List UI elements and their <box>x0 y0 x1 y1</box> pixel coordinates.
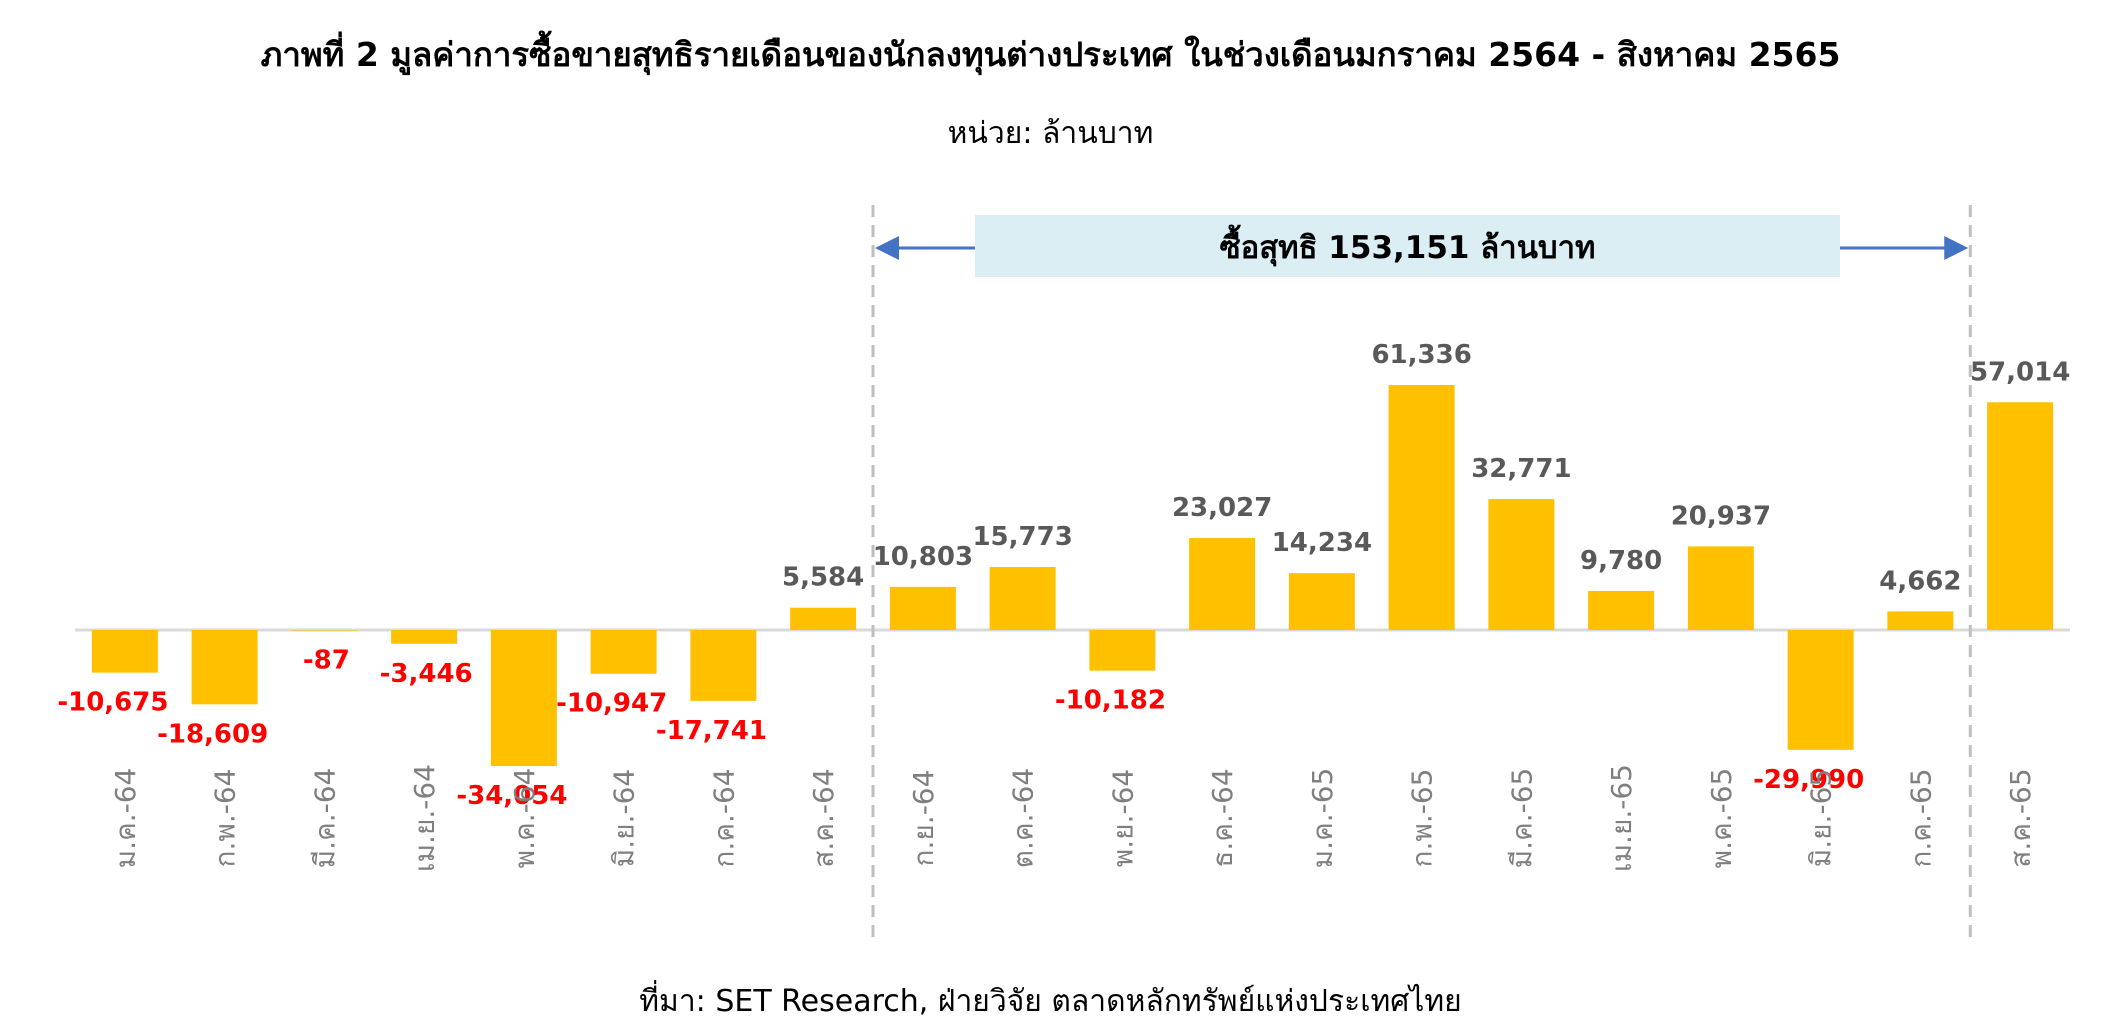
data-label-13: 61,336 <box>1371 340 1471 370</box>
x-tick-label-16: พ.ค.-65 <box>1705 768 1738 869</box>
arrow-head-right <box>1944 236 1969 260</box>
data-label-9: 15,773 <box>972 522 1072 552</box>
x-tick-label-8: ก.ย.-64 <box>907 770 940 867</box>
data-label-3: -3,446 <box>380 659 473 689</box>
data-label-17: -29,990 <box>1753 765 1864 795</box>
data-label-18: 4,662 <box>1879 566 1961 596</box>
chart-unit-subtitle: หน่วย: ล้านบาท <box>947 116 1154 151</box>
data-label-1: -18,609 <box>157 719 268 749</box>
bar-12 <box>1288 573 1355 630</box>
data-label-6: -17,741 <box>656 716 767 746</box>
bar-16 <box>1687 546 1754 630</box>
bar-10 <box>1089 630 1156 671</box>
data-label-0: -10,675 <box>57 688 168 718</box>
data-label-7: 5,584 <box>782 563 864 593</box>
annotation-text: ซื้อสุทธิ 153,151 ล้านบาท <box>1220 224 1596 267</box>
x-tick-label-12: ม.ค.-65 <box>1306 768 1339 869</box>
x-tick-label-4: พ.ค.-64 <box>508 768 541 869</box>
chart-title: ภาพที่ 2 มูลค่าการซื้อขายสุทธิรายเดือนขอ… <box>260 35 1841 74</box>
data-label-10: -10,182 <box>1055 686 1166 716</box>
data-label-5: -10,947 <box>556 689 667 719</box>
bar-6 <box>690 630 757 701</box>
bar-15 <box>1588 590 1655 630</box>
bar-13 <box>1388 385 1455 630</box>
bar-1 <box>191 630 258 705</box>
data-label-15: 9,780 <box>1580 546 1662 576</box>
data-label-12: 14,234 <box>1272 528 1372 558</box>
annotation-banner <box>975 215 1840 277</box>
bar-2 <box>291 630 358 631</box>
x-tick-label-15: เม.ย.-65 <box>1605 764 1638 872</box>
data-label-8: 10,803 <box>873 542 973 572</box>
x-tick-label-14: มี.ค.-65 <box>1505 768 1538 869</box>
data-label-2: -87 <box>303 645 350 675</box>
data-label-19: 57,014 <box>1970 357 2070 387</box>
x-tick-label-7: ส.ค.-64 <box>807 768 840 867</box>
x-tick-label-9: ต.ค.-64 <box>1007 768 1040 868</box>
bar-11 <box>1189 538 1256 630</box>
x-tick-label-1: ก.พ.-64 <box>209 769 242 868</box>
x-tick-label-2: มี.ค.-64 <box>308 768 341 869</box>
x-tick-label-6: ก.ค.-64 <box>707 768 740 867</box>
bars-layer <box>75 385 2070 767</box>
source-note: ที่มา: SET Research, ฝ่ายวิจัย ตลาดหลักท… <box>639 984 1462 1019</box>
bar-7 <box>790 607 857 630</box>
bar-14 <box>1488 499 1555 630</box>
x-tick-label-0: ม.ค.-64 <box>109 768 142 869</box>
x-tick-label-3: เม.ย.-64 <box>408 764 441 872</box>
bar-5 <box>590 630 657 674</box>
bar-18 <box>1887 611 1954 630</box>
x-tick-label-10: พ.ย.-64 <box>1106 769 1139 867</box>
data-label-16: 20,937 <box>1671 501 1771 531</box>
data-label-14: 32,771 <box>1471 454 1571 484</box>
data-label-4: -34,054 <box>456 781 567 811</box>
bar-0 <box>91 630 158 673</box>
bar-4 <box>490 630 557 767</box>
bar-19 <box>1987 402 2054 630</box>
x-tick-label-13: ก.พ.-65 <box>1406 769 1439 868</box>
data-label-11: 23,027 <box>1172 493 1272 523</box>
x-tick-label-19: ส.ค.-65 <box>2004 768 2037 867</box>
bar-8 <box>889 586 956 630</box>
x-tick-label-17: มิ.ย.-65 <box>1805 769 1838 867</box>
annotation-layer: ซื้อสุทธิ 153,151 ล้านบาท <box>871 205 1972 940</box>
bar-3 <box>391 630 458 644</box>
x-tick-labels-layer: ม.ค.-64 ก.พ.-64 มี.ค.-64 เม.ย.-64 พ.ค.-64 มิ.… <box>109 764 2037 872</box>
arrow-head-left <box>875 236 899 260</box>
x-tick-label-18: ก.ค.-65 <box>1904 768 1937 867</box>
data-labels-layer: -10,675-18,609 -87 -3,446 -34,054 -10,947-17… <box>57 340 2070 811</box>
x-tick-label-11: ธ.ค.-64 <box>1206 768 1239 867</box>
x-tick-label-5: มิ.ย.-64 <box>608 769 641 867</box>
bar-17 <box>1787 630 1854 750</box>
bar-9 <box>989 566 1056 630</box>
